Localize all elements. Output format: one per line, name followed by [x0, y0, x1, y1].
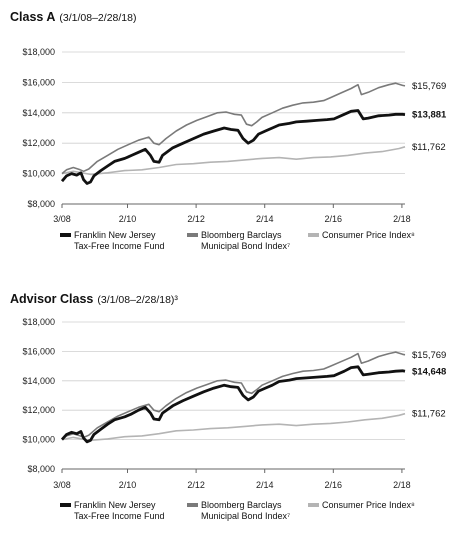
legend-item: Bloomberg Barclays Municipal Bond Index⁷	[187, 230, 290, 252]
legend-label: Bloomberg Barclays Municipal Bond Index⁷	[201, 500, 291, 521]
legend-swatch	[308, 233, 319, 237]
x-tick-label: 3/08	[53, 480, 71, 490]
panel-title: Advisor Class (3/1/08–2/28/18)³	[10, 290, 178, 308]
end-value-label: $11,762	[412, 142, 446, 153]
y-tick-label: $16,000	[22, 77, 55, 87]
legend-label: Franklin New Jersey Tax-Free Income Fund	[74, 230, 165, 251]
panel-title: Class A (3/1/08–2/28/18)	[10, 8, 136, 26]
x-tick-label: 3/08	[53, 214, 71, 224]
chart-title: Advisor Class	[10, 292, 94, 306]
series-line	[61, 412, 406, 442]
y-tick-label: $8,000	[27, 464, 55, 474]
end-value-label: $11,762	[412, 409, 446, 420]
x-tick-label: 2/16	[325, 214, 343, 224]
series-line	[60, 109, 406, 185]
legend-item: Bloomberg Barclays Municipal Bond Index⁷	[187, 500, 290, 522]
legend-label: Bloomberg Barclays Municipal Bond Index⁷	[201, 230, 291, 251]
x-tick-label: 2/12	[187, 214, 205, 224]
series-line	[61, 146, 406, 176]
chart-title: Class A	[10, 10, 56, 24]
legend-item: Franklin New Jersey Tax-Free Income Fund	[60, 230, 165, 252]
class-a-line-chart: $8,000 $10,000 $12,000 $14,000 $16,000 $18,00…	[22, 47, 447, 224]
end-value-label: $14,648	[412, 366, 446, 377]
legend-swatch	[187, 503, 198, 507]
x-tick-label: 2/10	[119, 214, 137, 224]
legend-label: Consumer Price Index⁸	[322, 500, 415, 510]
legend-swatch	[187, 233, 198, 237]
advisor-class-line-chart: $8,000 $10,000 $12,000 $14,000 $16,000 $18,00…	[22, 317, 446, 490]
series-line	[61, 82, 406, 175]
end-value-label: $15,769	[412, 81, 446, 92]
chart-subtitle: (3/1/08–2/28/18)	[59, 12, 137, 24]
x-tick-label: 2/14	[256, 214, 274, 224]
advisor-class-legend: Franklin New Jersey Tax-Free Income Fund…	[0, 500, 454, 530]
legend-label: Franklin New Jersey Tax-Free Income Fund	[74, 500, 165, 521]
y-tick-label: $8,000	[27, 199, 55, 209]
x-tick-label: 2/12	[187, 480, 205, 490]
x-tick-label: 2/18	[393, 214, 411, 224]
series-line	[60, 365, 406, 444]
y-tick-label: $14,000	[22, 376, 55, 386]
legend-item: Consumer Price Index⁸	[308, 500, 415, 511]
x-tick-label: 2/14	[256, 480, 274, 490]
legend-item: Franklin New Jersey Tax-Free Income Fund	[60, 500, 165, 522]
legend-swatch	[60, 233, 71, 237]
class-a-legend: Franklin New Jersey Tax-Free Income Fund…	[0, 230, 454, 260]
y-tick-label: $12,000	[22, 405, 55, 415]
legend-swatch	[308, 503, 319, 507]
y-tick-label: $12,000	[22, 138, 55, 148]
x-tick-label: 2/16	[325, 480, 343, 490]
end-value-label: $15,769	[412, 350, 446, 361]
end-value-label: $13,881	[412, 110, 447, 121]
y-tick-label: $18,000	[22, 317, 55, 327]
advisor-class-panel: Advisor Class (3/1/08–2/28/18)³ $8,000 $10…	[0, 290, 454, 533]
legend-label: Consumer Price Index⁸	[322, 230, 415, 240]
x-tick-label: 2/18	[393, 480, 411, 490]
y-tick-label: $10,000	[22, 169, 55, 179]
y-tick-label: $16,000	[22, 346, 55, 356]
legend-item: Consumer Price Index⁸	[308, 230, 415, 241]
x-tick-label: 2/10	[119, 480, 137, 490]
series-line	[61, 351, 406, 441]
y-tick-label: $14,000	[22, 108, 55, 118]
y-tick-label: $10,000	[22, 435, 55, 445]
class-a-panel: Class A (3/1/08–2/28/18) $8,000 $10,000 $12…	[0, 8, 454, 258]
legend-swatch	[60, 503, 71, 507]
chart-subtitle: (3/1/08–2/28/18)³	[97, 294, 178, 306]
y-tick-label: $18,000	[22, 47, 55, 57]
